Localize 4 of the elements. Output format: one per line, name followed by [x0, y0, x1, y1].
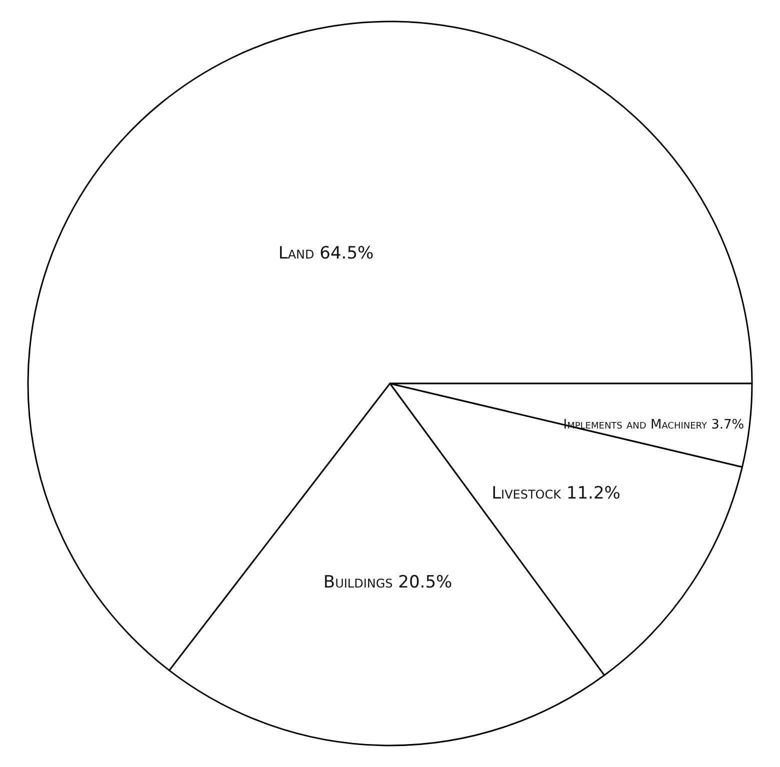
slice-label: Buildings 20.5% [323, 572, 452, 593]
slice-label: Livestock 11.2% [492, 483, 620, 504]
slice-label: Land 64.5% [278, 244, 374, 264]
slice-label: Implements and Machinery 3.7% [563, 417, 744, 432]
